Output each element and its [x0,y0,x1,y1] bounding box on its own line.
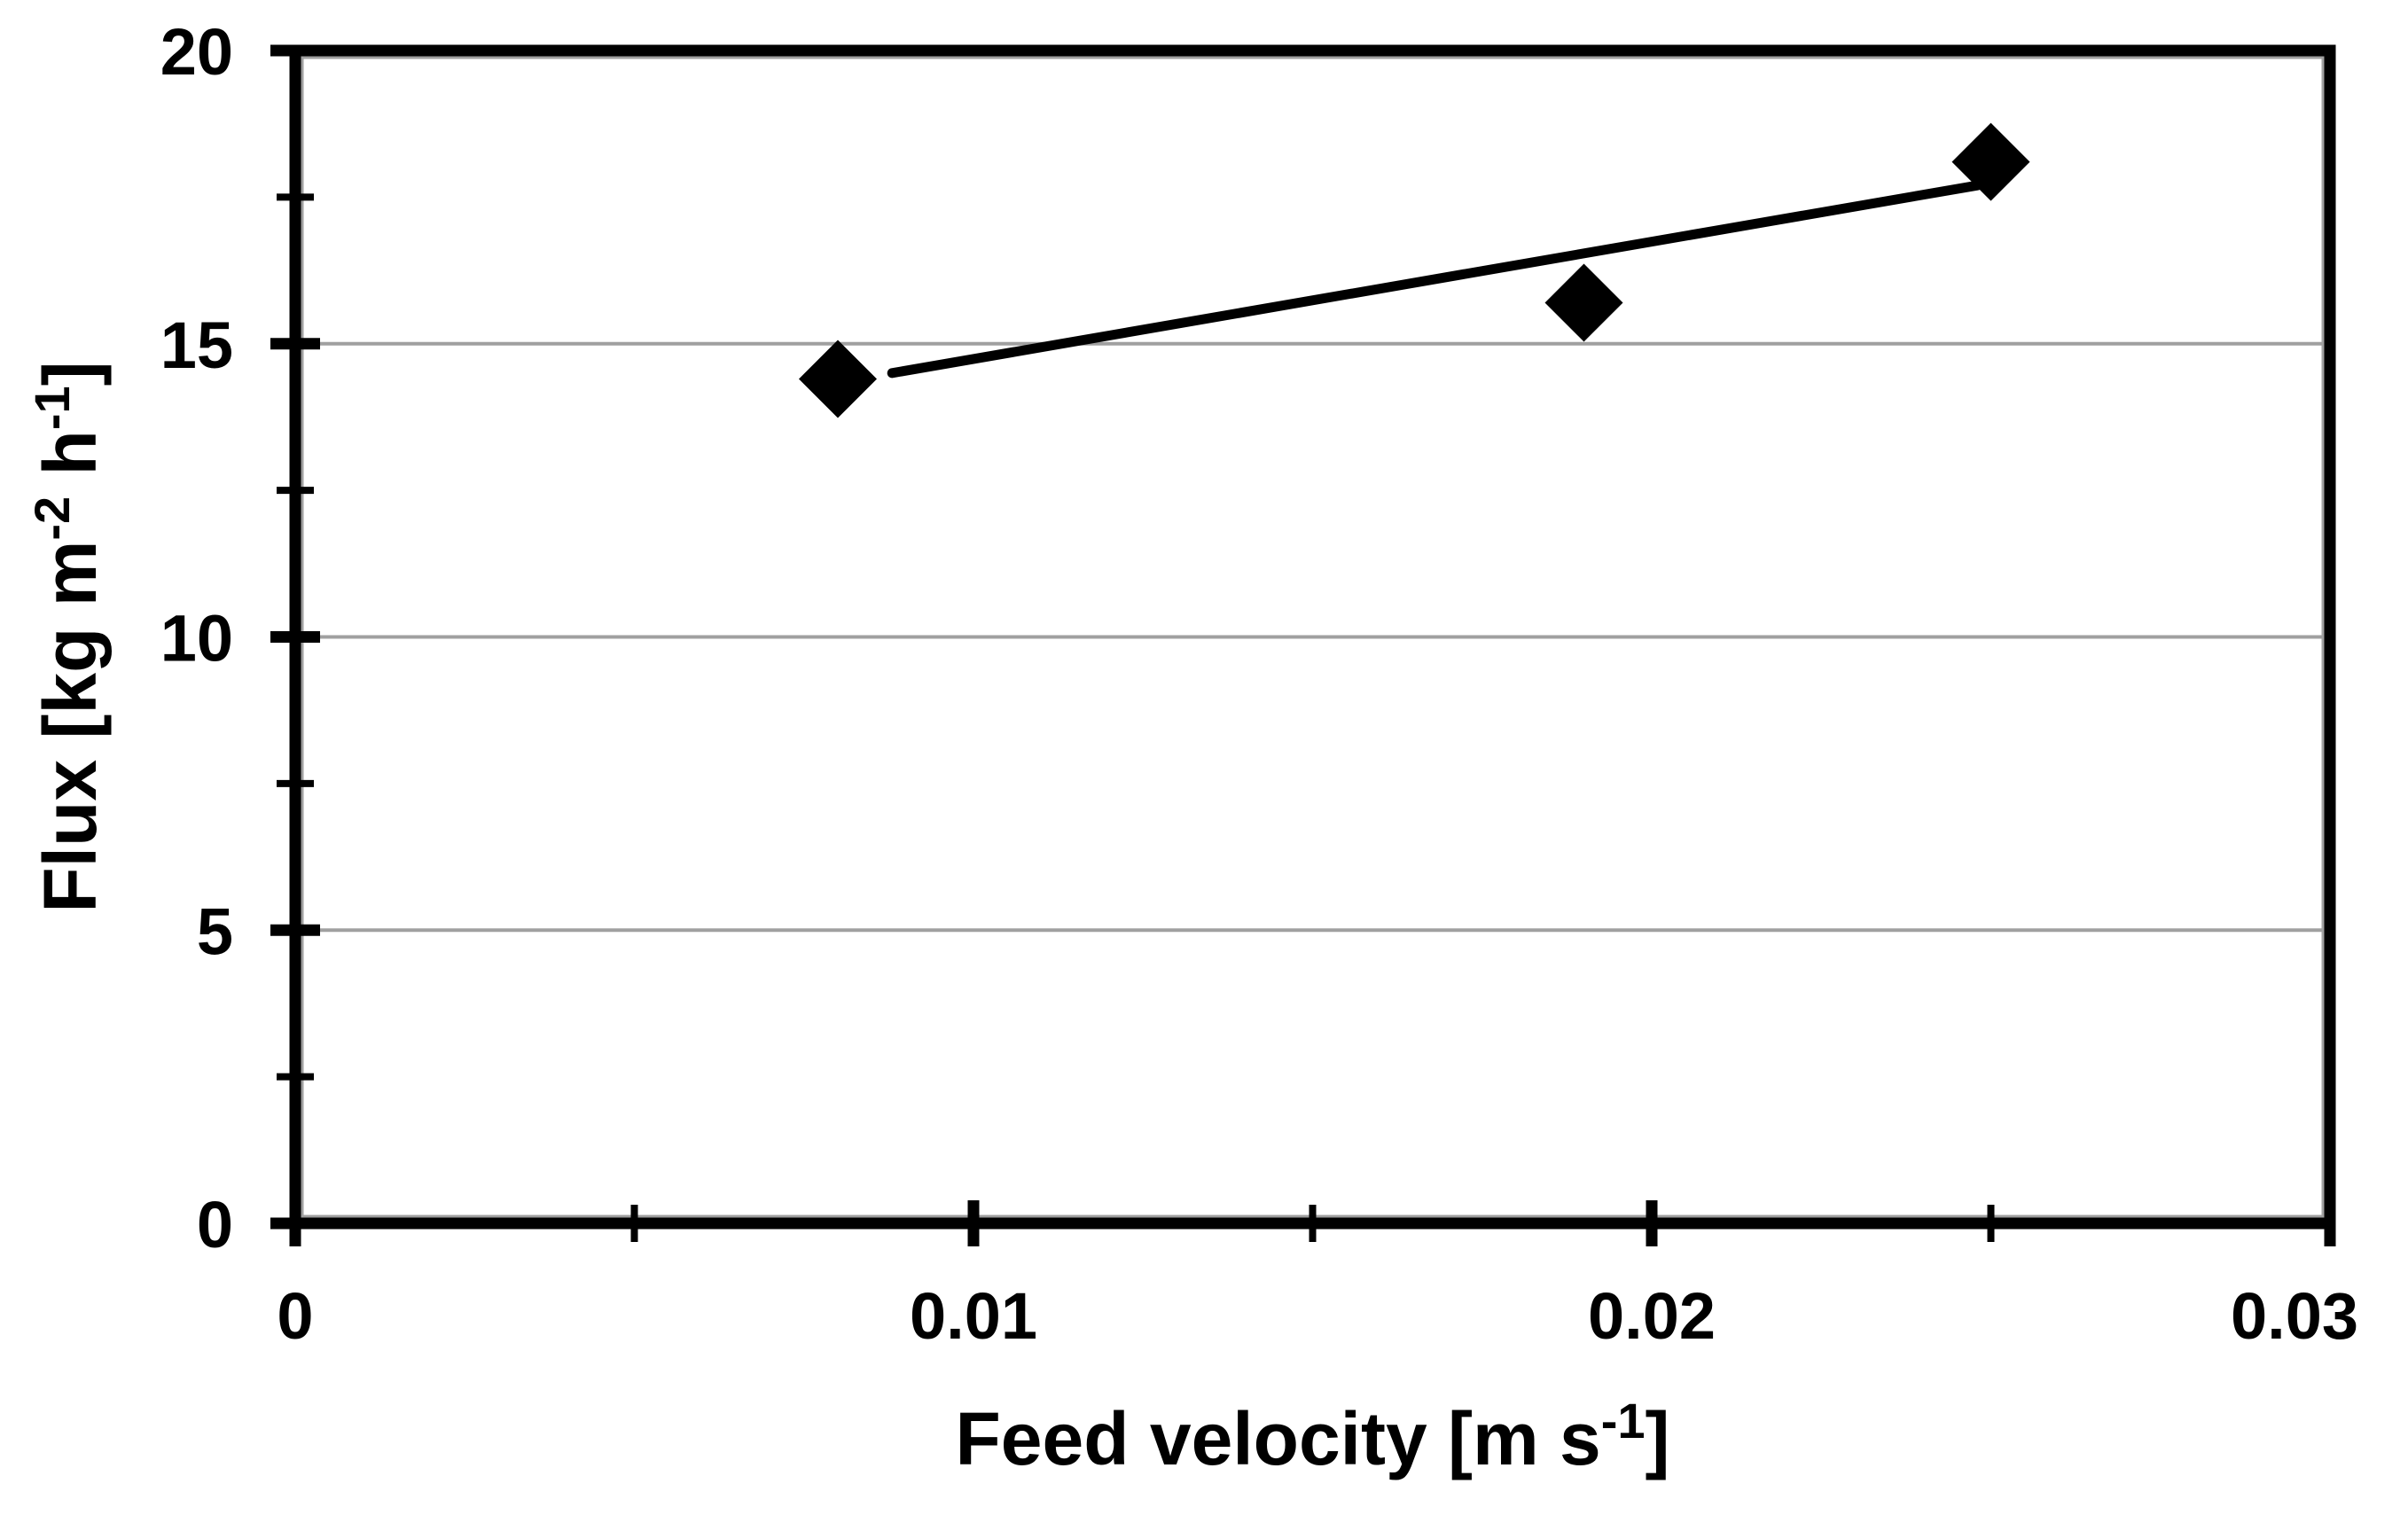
x-tick-label: 0.03 [2231,1279,2358,1353]
data-point-marker [1951,122,2030,201]
y-tick-label: 20 [160,15,233,89]
y-tick-label: 0 [197,1188,233,1261]
y-tick-label: 15 [160,308,233,382]
data-point-marker [1544,263,1623,342]
x-tick-label: 0.01 [910,1279,1037,1353]
series-layer [799,122,2030,418]
x-tick-label: 0.02 [1588,1279,1716,1353]
ticks-layer [270,44,2336,1246]
gridlines-layer [295,341,2330,933]
y-axis-title: Flux [kg m-2 h-1] [24,361,112,912]
trendline [887,180,1982,379]
y-tick-label: 10 [160,602,233,676]
data-point-marker [799,340,877,418]
y-tick-label: 5 [197,894,233,968]
x-tick-label: 0 [277,1279,313,1353]
x-axis-title: Feed velocity [m s-1] [955,1393,1669,1480]
labels-layer: 0 5 10 15 20 0 0.01 0.02 0.03 Feed velocity [m s-… [24,15,2358,1480]
